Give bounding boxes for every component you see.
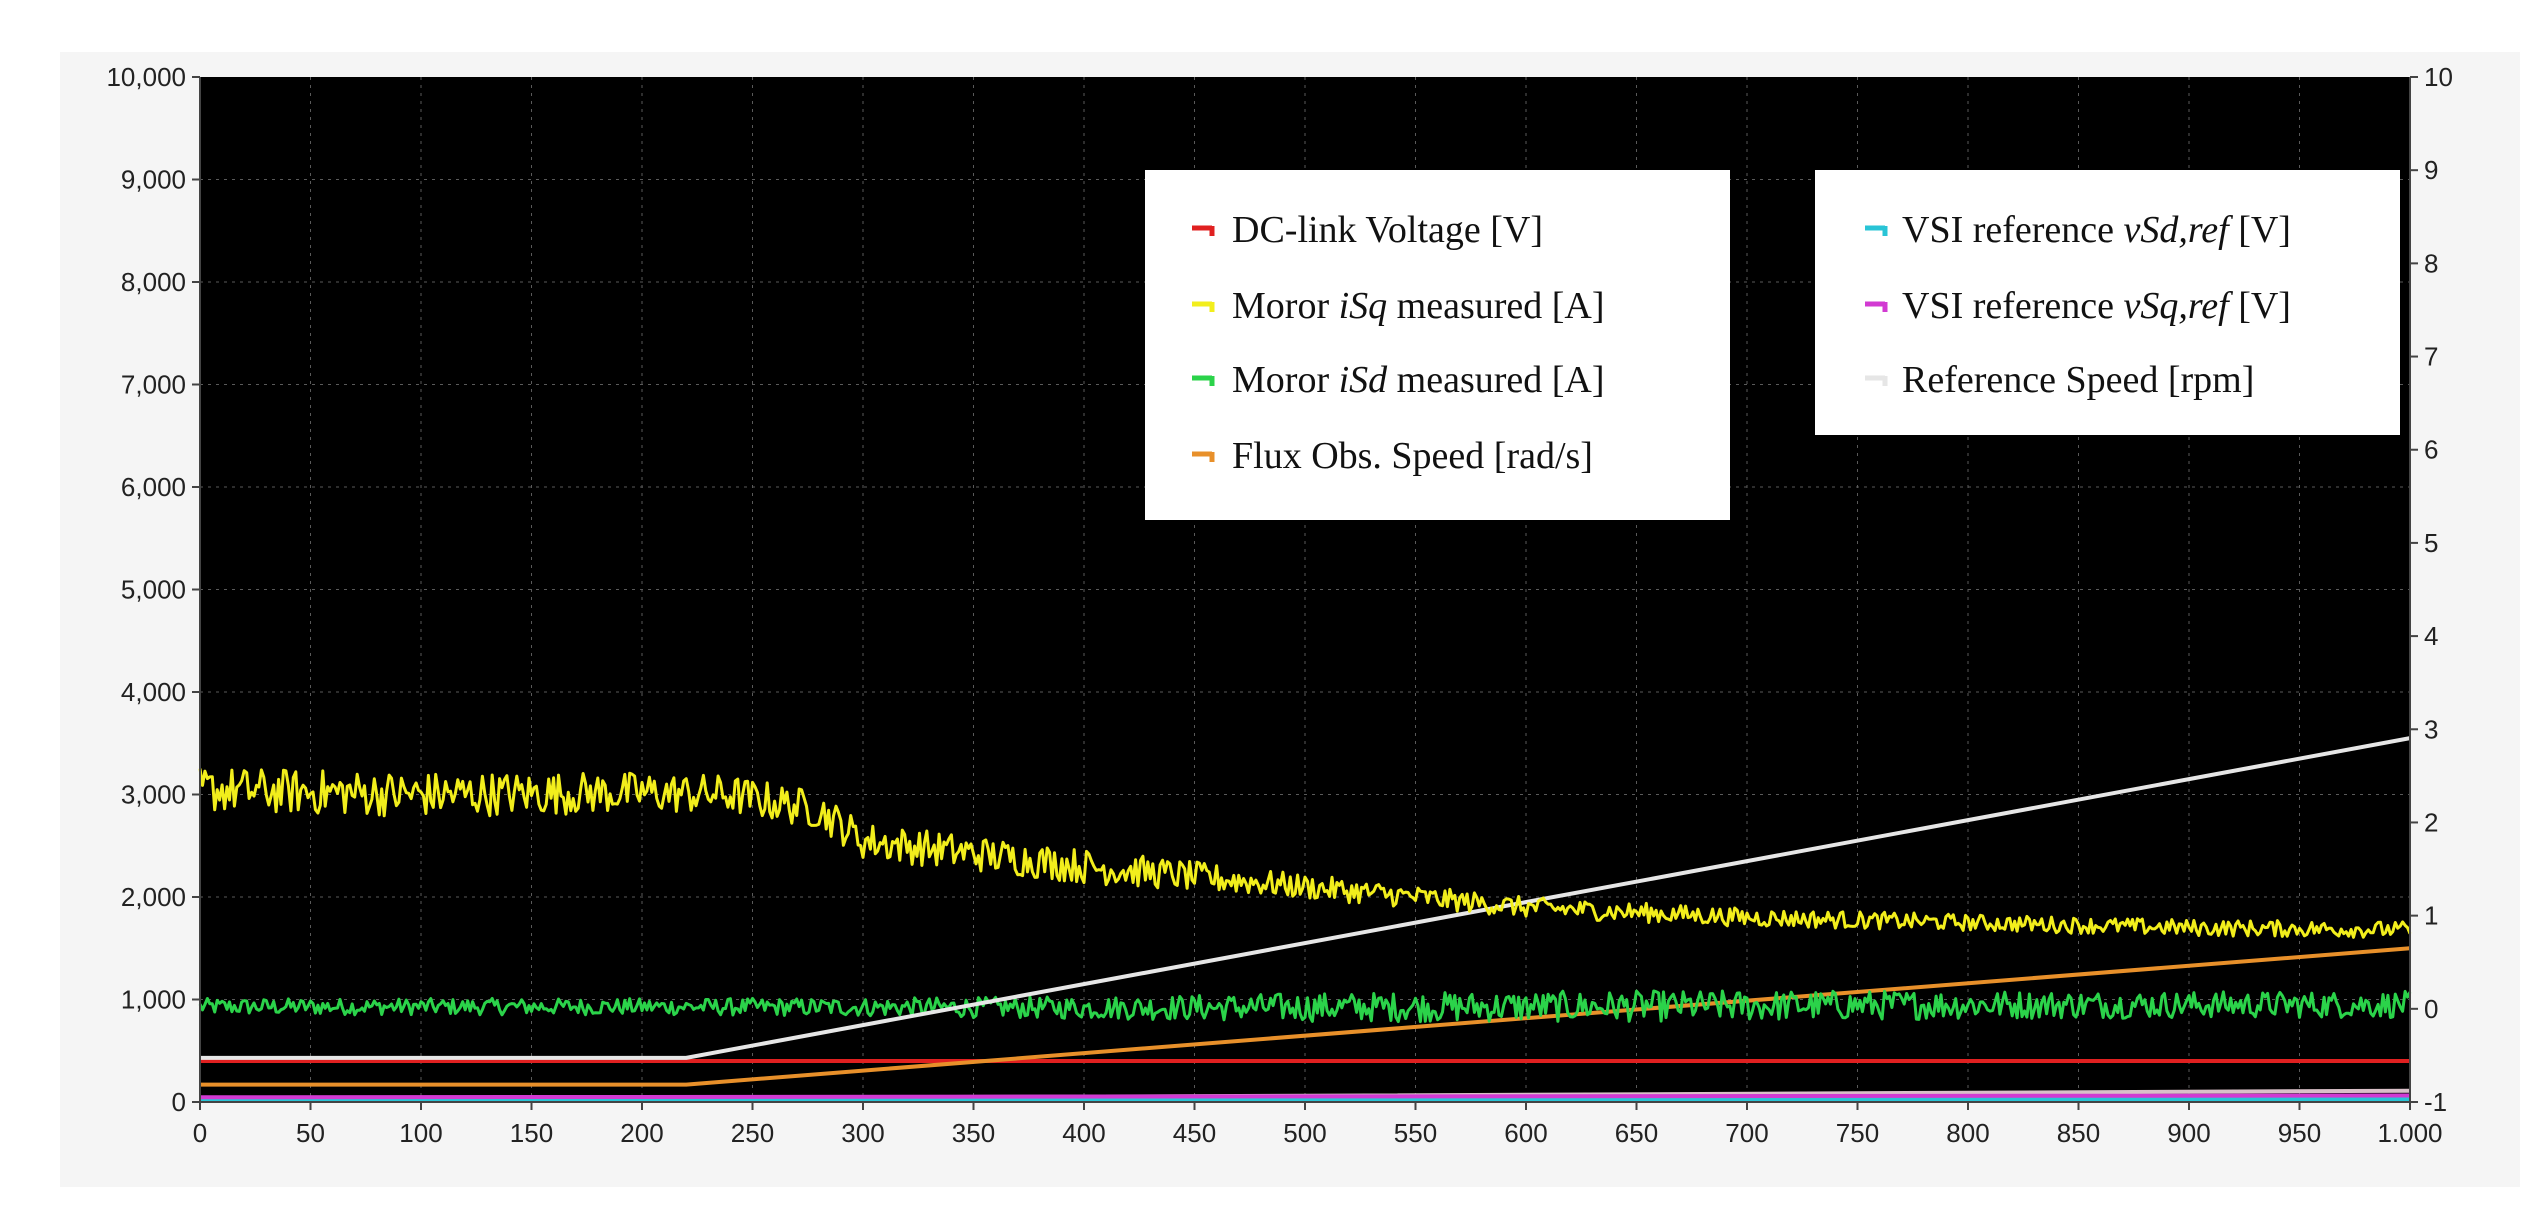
- y-right-tick-label: 3: [2424, 714, 2438, 744]
- y-right-tick-label: 4: [2424, 621, 2438, 651]
- y-left-tick-label: 4,000: [121, 677, 186, 707]
- legend-box-top-center: [1145, 170, 1730, 520]
- x-tick-label: 400: [1062, 1118, 1105, 1148]
- x-tick-label: 150: [510, 1118, 553, 1148]
- legend-box-top-right: [1815, 170, 2400, 435]
- x-tick-label: 750: [1836, 1118, 1879, 1148]
- x-tick-label: 1.000: [2377, 1118, 2442, 1148]
- y-left-tick-label: 1,000: [121, 985, 186, 1015]
- legend-label-ref: Reference Speed [rpm]: [1902, 359, 2254, 401]
- x-tick-label: 300: [841, 1118, 884, 1148]
- y-left-tick-label: 8,000: [121, 267, 186, 297]
- y-left-tick-label: 3,000: [121, 780, 186, 810]
- x-tick-label: 950: [2278, 1118, 2321, 1148]
- y-right-tick-label: 7: [2424, 342, 2438, 372]
- y-right-tick-label: 1: [2424, 901, 2438, 931]
- y-right-tick-label: 9: [2424, 155, 2438, 185]
- y-left-tick-label: 7,000: [121, 370, 186, 400]
- x-tick-label: 100: [399, 1118, 442, 1148]
- y-right-tick-label: 8: [2424, 248, 2438, 278]
- x-tick-label: 550: [1394, 1118, 1437, 1148]
- x-tick-label: 900: [2167, 1118, 2210, 1148]
- x-tick-label: 350: [952, 1118, 995, 1148]
- x-tick-label: 800: [1946, 1118, 1989, 1148]
- x-tick-label: 600: [1504, 1118, 1547, 1148]
- x-tick-label: 450: [1173, 1118, 1216, 1148]
- y-right-tick-label: 2: [2424, 807, 2438, 837]
- legend-label-isd: Moror iSd measured [A]: [1232, 359, 1605, 401]
- x-tick-label: 700: [1725, 1118, 1768, 1148]
- series-group: [198, 736, 2412, 1102]
- y-left-tick-label: 10,000: [106, 62, 186, 92]
- y-left-tick-label: 5,000: [121, 575, 186, 605]
- y-left-tick-label: 0: [172, 1087, 186, 1117]
- series-isd: [198, 989, 2412, 1024]
- x-tick-label: 650: [1615, 1118, 1658, 1148]
- legend-label-flux: Flux Obs. Speed [rad/s]: [1232, 435, 1593, 477]
- series-vsq: [199, 1093, 2411, 1100]
- y-left-tick-label: 2,000: [121, 882, 186, 912]
- x-tick-label: 850: [2057, 1118, 2100, 1148]
- y-right-tick-label: 5: [2424, 528, 2438, 558]
- legends: DC-link Voltage [V] Moror iSq measured [A…: [1145, 170, 2400, 520]
- y-right-tick-label: 6: [2424, 435, 2438, 465]
- x-tick-label: 500: [1283, 1118, 1326, 1148]
- legend-label-vsq: VSI reference vSq,ref [V]: [1902, 285, 2291, 327]
- legend-label-dc: DC-link Voltage [V]: [1232, 209, 1543, 251]
- series-isq: [198, 768, 2412, 939]
- y-right-tick-label: -1: [2424, 1087, 2447, 1117]
- x-tick-label: 0: [193, 1118, 207, 1148]
- x-tick-label: 200: [620, 1118, 663, 1148]
- y-right-tick-label: 0: [2424, 994, 2438, 1024]
- y-left-tick-label: 6,000: [121, 472, 186, 502]
- legend-label-vsd: VSI reference vSd,ref [V]: [1902, 209, 2291, 251]
- legend-label-isq: Moror iSq measured [A]: [1232, 285, 1605, 327]
- x-tick-label: 50: [296, 1118, 325, 1148]
- x-tick-label: 250: [731, 1118, 774, 1148]
- ticks: 0 50 100 150 200 250 300 350 400 450 500 550 600 650 7…: [106, 62, 2452, 1148]
- series-ref: [200, 736, 2411, 1060]
- y-right-tick-label: 10: [2424, 62, 2453, 92]
- y-left-tick-label: 9,000: [121, 165, 186, 195]
